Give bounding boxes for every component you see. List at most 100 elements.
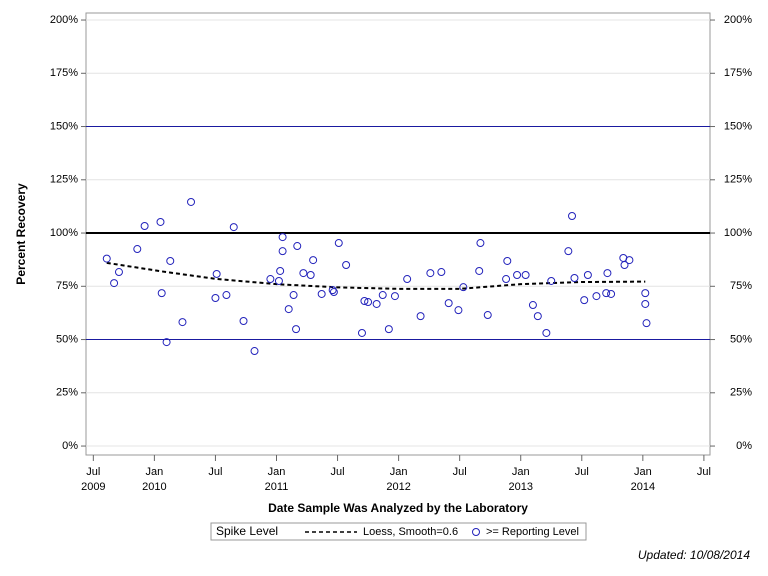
data-point: [239, 317, 248, 326]
y-tick-label: 100%: [50, 227, 78, 239]
y-axis-label: Percent Recovery: [14, 183, 28, 285]
data-point: [372, 299, 381, 308]
data-point: [528, 301, 537, 310]
data-point: [641, 299, 650, 308]
x-tick-label: 2010: [142, 481, 166, 493]
x-tick-label: Jan: [268, 466, 286, 478]
data-point: [641, 289, 650, 298]
data-point: [292, 325, 301, 334]
x-tick-label: 2014: [631, 481, 655, 493]
data-point: [114, 268, 123, 277]
data-point: [278, 247, 287, 256]
data-point: [390, 292, 399, 301]
x-tick-label: 2011: [265, 481, 289, 493]
data-point: [416, 312, 425, 321]
data-point: [426, 269, 435, 278]
y2-tick-label: 0%: [736, 440, 752, 452]
data-point: [502, 275, 511, 284]
data-point: [162, 338, 171, 347]
y-tick-label: 50%: [56, 333, 78, 345]
data-point: [513, 271, 522, 280]
data-point: [317, 289, 326, 298]
x-tick-label: Jan: [512, 466, 530, 478]
data-point: [110, 279, 119, 288]
y-tick-label: 150%: [50, 120, 78, 132]
data-point: [334, 239, 343, 248]
data-point: [102, 254, 111, 263]
data-point: [503, 256, 512, 265]
data-point: [211, 294, 220, 303]
data-point: [580, 296, 589, 305]
data-point: [459, 283, 468, 292]
data-point: [607, 289, 616, 298]
data-point: [289, 291, 298, 300]
data-point: [212, 269, 221, 278]
data-point: [475, 266, 484, 275]
y2-tick-label: 75%: [730, 280, 752, 292]
data-point: [533, 312, 542, 321]
data-point: [570, 273, 579, 282]
data-point: [266, 275, 275, 284]
y2-tick-label: 100%: [724, 227, 752, 239]
data-point: [278, 233, 287, 242]
x-tick-label: Jan: [146, 466, 164, 478]
data-point: [342, 260, 351, 269]
x-tick-label: Jul: [208, 466, 222, 478]
data-point: [360, 296, 369, 305]
y2-tick-label: 125%: [724, 174, 752, 186]
data-point: [568, 212, 577, 221]
x-tick-label: 2009: [81, 481, 105, 493]
data-point: [603, 269, 612, 278]
data-point: [592, 292, 601, 301]
legend-title: Spike Level: [216, 524, 278, 538]
data-point: [187, 197, 196, 206]
data-point: [299, 269, 308, 278]
legend-label: Loess, Smooth=0.6: [363, 526, 458, 538]
y2-tick-label: 25%: [730, 387, 752, 399]
data-point: [521, 271, 530, 280]
data-point: [157, 289, 166, 298]
data-point: [454, 306, 463, 315]
y2-tick-label: 50%: [730, 333, 752, 345]
x-tick-label: Jul: [453, 466, 467, 478]
y-tick-label: 0%: [62, 440, 78, 452]
loess-line: [106, 261, 646, 290]
data-point: [564, 247, 573, 256]
x-axis-label: Date Sample Was Analyzed by the Laborato…: [268, 501, 528, 515]
data-point: [403, 275, 412, 284]
x-tick-label: Jul: [575, 466, 589, 478]
y2-tick-label: 175%: [724, 67, 752, 79]
data-point: [444, 299, 453, 308]
y-tick-label: 200%: [50, 14, 78, 26]
x-tick-label: Jan: [390, 466, 408, 478]
x-tick-label: Jan: [634, 466, 652, 478]
data-point: [547, 276, 556, 285]
data-point: [140, 222, 149, 231]
data-point: [437, 268, 446, 277]
x-tick-label: Jul: [86, 466, 100, 478]
y-tick-label: 75%: [56, 280, 78, 292]
y-tick-label: 25%: [56, 387, 78, 399]
data-point: [542, 328, 551, 337]
data-point: [625, 256, 634, 265]
x-tick-label: Jul: [697, 466, 711, 478]
legend-label: >= Reporting Level: [486, 526, 579, 538]
y2-tick-label: 150%: [724, 120, 752, 132]
legend-box: [210, 522, 587, 541]
data-point: [602, 289, 611, 298]
x-tick-label: Jul: [331, 466, 345, 478]
y2-tick-label: 200%: [724, 14, 752, 26]
data-point: [476, 239, 485, 248]
data-point: [357, 328, 366, 337]
data-point: [328, 286, 337, 295]
legend-swatch: [472, 528, 480, 536]
data-point: [309, 256, 318, 265]
data-point: [642, 319, 651, 328]
data-point: [378, 291, 387, 300]
y-tick-label: 175%: [50, 67, 78, 79]
data-point: [483, 311, 492, 320]
data-point: [284, 305, 293, 314]
data-point: [166, 256, 175, 265]
data-point: [364, 298, 373, 307]
